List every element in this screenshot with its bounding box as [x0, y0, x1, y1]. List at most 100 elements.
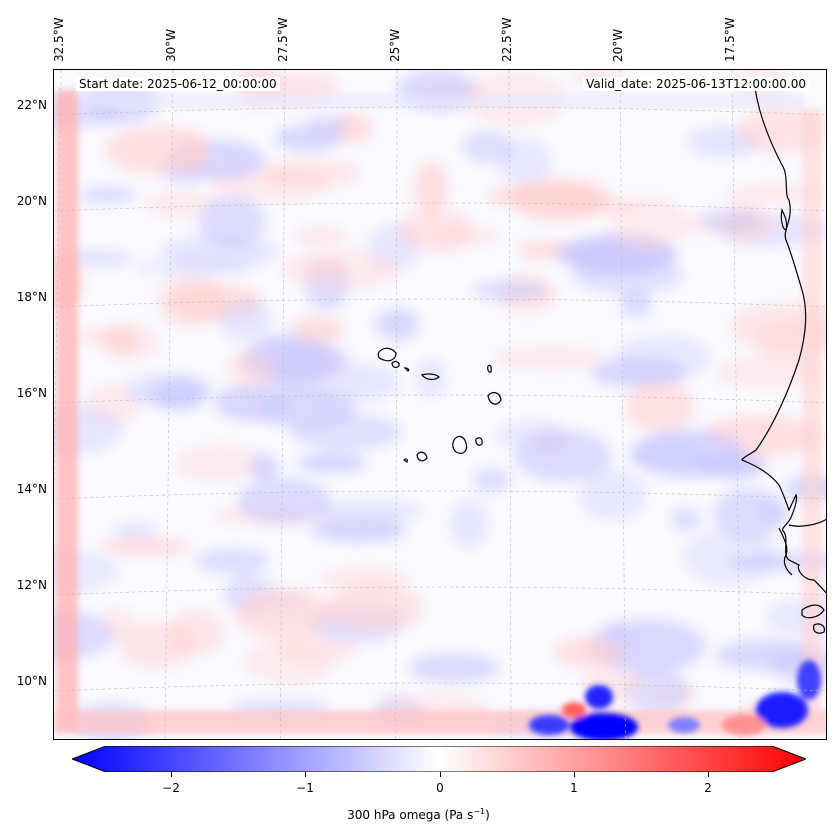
coastline — [741, 79, 826, 634]
meridian-line — [731, 70, 742, 739]
positive-omega-patch — [555, 636, 623, 668]
latitude-label: 16°N — [16, 386, 47, 400]
colorbar-tick-label: 0 — [436, 781, 444, 795]
parallel-line — [54, 394, 826, 404]
valid-date-label: Valid_date: 2025-06-13T12:00:00.00 — [583, 77, 809, 91]
colorbar-tick-mark — [171, 772, 172, 777]
colorbar-tick-mark — [440, 772, 441, 777]
latitude-label: 18°N — [16, 290, 47, 304]
positive-omega-patch — [295, 227, 347, 245]
meridian-line — [619, 70, 626, 739]
positive-omega-patch — [176, 445, 266, 481]
omega-field-map — [54, 70, 826, 739]
negative-omega-patch — [498, 140, 552, 184]
longitude-label: 17.5°W — [723, 17, 737, 62]
colorbar-tick-mark — [305, 772, 306, 777]
colorbar-tick-label: 1 — [570, 781, 578, 795]
colorbar-tick-mark — [574, 772, 575, 777]
negative-omega-patch — [257, 389, 355, 429]
negative-omega-patch — [218, 300, 272, 340]
positive-omega-patch — [325, 584, 423, 632]
colorbar-tick-label: −2 — [162, 781, 180, 795]
strong-omega-features — [529, 660, 821, 739]
colorbar-tick-label: 2 — [704, 781, 712, 795]
positive-omega-patch — [414, 161, 448, 215]
longitude-label: 25°W — [388, 28, 402, 62]
negative-omega-patch — [450, 501, 488, 547]
colorbar-label: 300 hPa omega (Pa s−1) — [347, 807, 490, 822]
negative-omega-patch — [313, 499, 421, 523]
positive-omega-patch — [716, 355, 824, 389]
latitude-label: 14°N — [16, 482, 47, 496]
positive-omega-patch — [78, 329, 134, 345]
parallel-line — [54, 586, 826, 596]
negative-omega-patch — [713, 488, 787, 540]
negative-omega-patch — [297, 453, 367, 473]
negative-omega-patch — [311, 517, 407, 543]
longitude-label: 22.5°W — [500, 17, 514, 62]
negative-omega-patch — [472, 467, 512, 493]
negative-omega-patch — [580, 470, 646, 520]
start-date-label: Start date: 2025-06-12_00:00:00 — [76, 77, 280, 91]
negative-omega-patch — [373, 309, 417, 339]
colorbar-tick-label: −1 — [296, 781, 314, 795]
latitude-label: 22°N — [16, 98, 47, 112]
map-panel[interactable] — [53, 69, 827, 740]
negative-omega-patch — [715, 639, 819, 671]
negative-omega-patch — [78, 186, 136, 204]
negative-omega-patch — [112, 522, 158, 540]
negative-omega-patch — [496, 421, 570, 449]
parallel-line — [54, 298, 826, 308]
meridian-line — [508, 70, 512, 739]
positive-omega-patch — [228, 351, 274, 387]
negative-omega-patch — [409, 653, 499, 683]
parallel-line — [54, 682, 826, 692]
negative-omega-patch — [620, 291, 652, 317]
positive-omega-patch — [321, 568, 409, 590]
colorbar-tick-mark — [708, 772, 709, 777]
negative-omega-patch — [699, 208, 761, 232]
graticule — [54, 70, 826, 739]
positive-omega-patch — [234, 588, 332, 638]
negative-omega-patch — [274, 124, 342, 152]
negative-omega-patch — [237, 478, 331, 524]
negative-omega-patch — [727, 553, 826, 571]
parallel-line — [54, 106, 826, 116]
negative-omega-patch — [684, 529, 778, 585]
positive-omega-patch — [292, 316, 344, 344]
negative-omega-patch — [754, 504, 790, 520]
positive-omega-patch — [495, 347, 607, 369]
negative-omega-patch — [472, 280, 548, 300]
positive-omega-patch — [625, 381, 695, 433]
longitude-label: 27.5°W — [276, 17, 290, 62]
negative-omega-patch — [198, 196, 266, 248]
positive-omega-patch — [488, 183, 604, 209]
positive-omega-patch — [610, 197, 686, 253]
negative-omega-patch — [632, 429, 746, 479]
positive-omega-patch — [260, 158, 360, 188]
positive-omega-patch — [168, 611, 224, 655]
positive-omega-patch — [100, 538, 190, 556]
meridian-line — [280, 70, 286, 739]
colorbar — [70, 745, 808, 773]
negative-omega-patch — [249, 454, 279, 480]
meridian-line — [395, 70, 398, 739]
positive-omega-patch — [397, 209, 475, 253]
cape-verde-islands — [377, 347, 502, 463]
parallel-line — [54, 202, 826, 212]
positive-omega-patch — [176, 129, 208, 177]
positive-omega-patch — [305, 257, 347, 277]
negative-omega-patch — [196, 548, 270, 574]
longitude-label: 20°W — [611, 28, 625, 62]
latitude-label: 12°N — [16, 578, 47, 592]
negative-omega-patch — [615, 335, 709, 381]
longitude-label: 30°W — [164, 28, 178, 62]
meridian-line — [164, 70, 174, 739]
boundary-artifact-strips — [54, 90, 826, 734]
latitude-label: 20°N — [16, 194, 47, 208]
longitude-label: 32.5°W — [52, 17, 66, 62]
positive-omega-patch — [276, 635, 358, 663]
negative-omega-patch — [671, 507, 701, 531]
positive-omega-patch — [724, 186, 822, 202]
negative-omega-patch — [416, 358, 446, 398]
